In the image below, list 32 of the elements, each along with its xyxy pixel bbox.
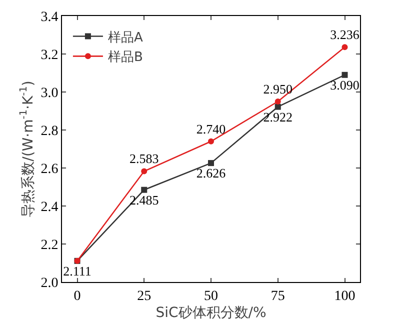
x-tick-label: 50 [204,288,218,304]
y-tick-label: 2.4 [40,200,58,215]
data-label: 2.950 [263,82,293,96]
data-label: 2.740 [196,121,226,136]
data-label: 3.236 [330,27,360,42]
y-tick-label: 2.2 [40,238,58,253]
point [274,98,281,104]
legend-label: 样品B [108,50,143,66]
y-tick-label: 2.0 [40,276,58,291]
data-label: 2.583 [129,151,159,166]
y-tick-label: 2.6 [40,162,58,177]
x-tick-label: 75 [270,288,285,304]
x-axis-title: SiC砂体积分数/% [156,305,266,322]
point [141,186,148,193]
legend-label: 样品A [108,30,143,46]
x-tick-label: 0 [74,288,81,304]
data-label: 2.922 [263,109,293,124]
point [208,138,214,144]
y-tick-label: 3.0 [40,86,58,101]
data-label: 2.111 [63,263,92,278]
point [342,72,348,78]
y-tick-label: 2.8 [40,124,58,139]
data-label: 2.626 [196,166,226,181]
x-tick-label: 100 [334,288,356,304]
point [274,104,281,110]
y-tick-label: 3.2 [40,48,58,63]
y-tick-label: 3.4 [40,10,58,25]
point [342,44,348,50]
data-label: 3.090 [330,77,360,92]
x-tick-label: 25 [137,288,152,304]
point [141,168,148,174]
point [208,160,214,166]
